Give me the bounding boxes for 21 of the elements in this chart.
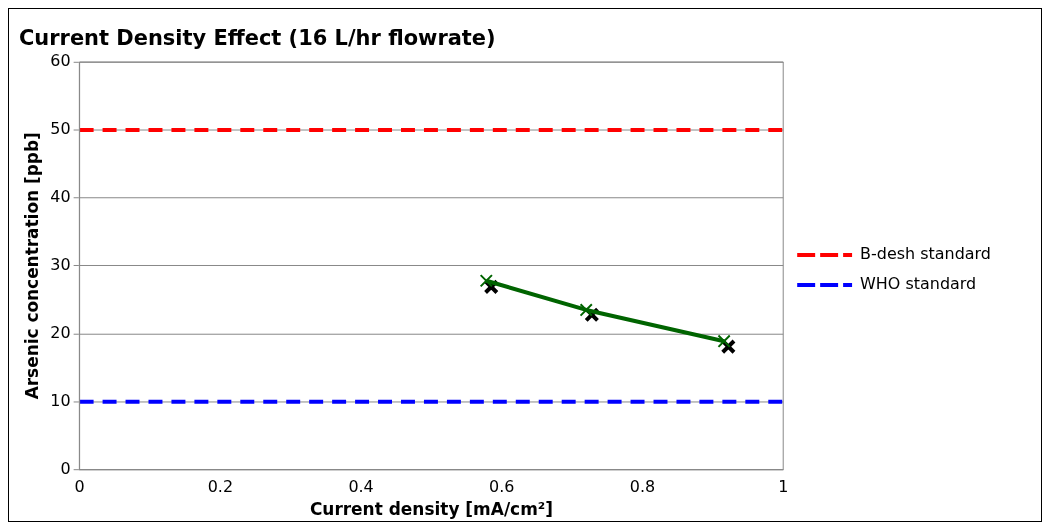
x-tick-label: 0.2 bbox=[207, 477, 234, 497]
y-tick-label: 50 bbox=[50, 119, 71, 139]
y-tick-label: 20 bbox=[50, 322, 71, 342]
point bbox=[579, 303, 593, 317]
x-tick-label: 0 bbox=[74, 477, 85, 497]
y-tick-label: 40 bbox=[50, 187, 71, 206]
x-tick-label: 0.8 bbox=[629, 477, 656, 497]
y-tick-label: 60 bbox=[50, 51, 71, 71]
point bbox=[717, 334, 731, 348]
x-tick-label: 0.4 bbox=[348, 477, 374, 497]
x-tick-label: 1 bbox=[778, 477, 789, 497]
y-axis-title: Arsenic concentration [ppb] bbox=[21, 132, 42, 400]
point bbox=[479, 274, 493, 288]
x-tick-label: 0.6 bbox=[489, 477, 515, 497]
y-tick-label: 0 bbox=[60, 458, 71, 478]
legend-label: B-desh standard bbox=[860, 244, 991, 264]
x-axis-title: Current density [mA/cm²] bbox=[309, 499, 553, 520]
legend-label: WHO standard bbox=[860, 274, 977, 294]
y-tick-label: 10 bbox=[50, 390, 71, 410]
chart-title: Current Density Effect (16 L/hr flowrate) bbox=[18, 25, 496, 50]
y-tick-label: 30 bbox=[50, 254, 71, 274]
